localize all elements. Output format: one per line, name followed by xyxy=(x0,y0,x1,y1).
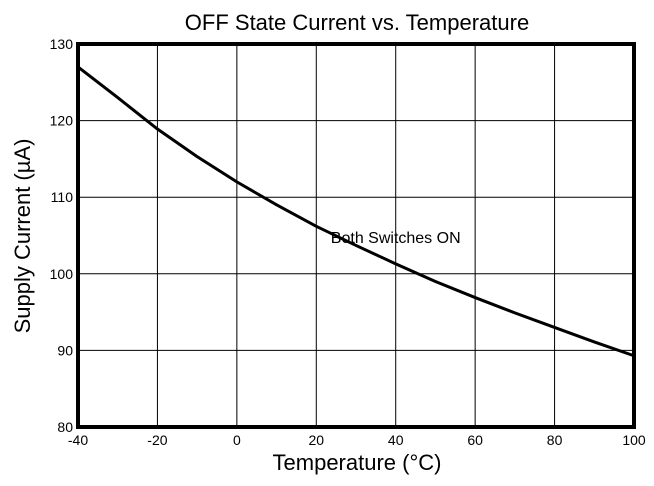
x-tick-label: -20 xyxy=(147,432,167,448)
x-axis-label: Temperature (°C) xyxy=(273,450,442,475)
y-tick-label: 90 xyxy=(57,342,73,358)
y-axis-label: Supply Current (µA) xyxy=(10,139,35,334)
y-tick-label: 120 xyxy=(50,113,74,129)
y-tick-label: 110 xyxy=(51,189,74,205)
tick-labels: -40 -20 0 20 40 60 80 100 80 90 100 110 120 130 xyxy=(50,36,646,448)
x-tick-label: 100 xyxy=(622,432,646,448)
series xyxy=(76,65,636,358)
y-tick-label: 80 xyxy=(57,419,73,435)
x-tick-label: 40 xyxy=(388,432,404,448)
x-tick-label: 20 xyxy=(308,432,324,448)
x-tick-label: 80 xyxy=(547,432,563,448)
series-line xyxy=(76,65,636,358)
x-tick-label: 60 xyxy=(467,432,483,448)
annotations: Both Switches ON xyxy=(331,230,461,247)
x-tick-label: -40 xyxy=(68,432,88,448)
annotation-label: Both Switches ON xyxy=(331,230,461,247)
plot-frame xyxy=(76,42,636,429)
y-tick-label: 130 xyxy=(50,36,74,52)
x-tick-label: 0 xyxy=(233,432,241,448)
y-tick-label: 100 xyxy=(50,266,74,282)
chart-title: OFF State Current vs. Temperature xyxy=(185,10,529,35)
